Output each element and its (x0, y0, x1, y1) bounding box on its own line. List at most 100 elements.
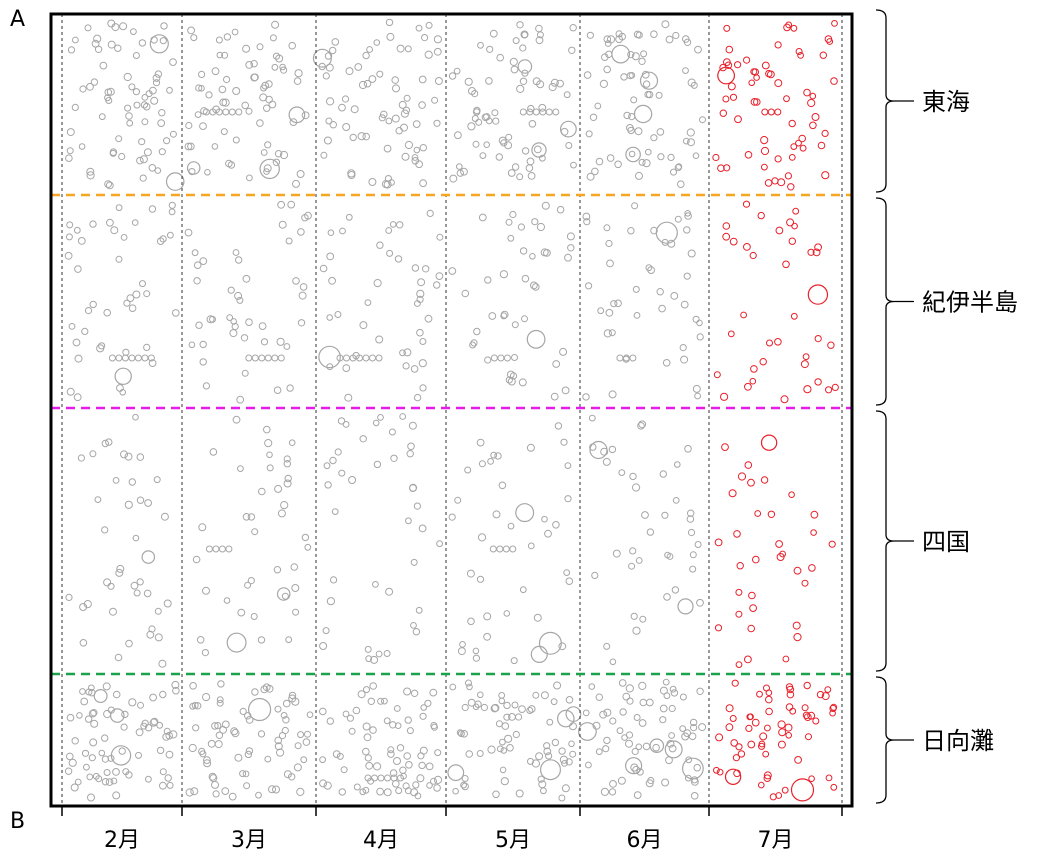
highlight-event-marker (722, 222, 731, 230)
event-marker (472, 140, 480, 148)
event-marker (343, 354, 350, 362)
event-marker (288, 773, 296, 781)
event-marker (167, 231, 174, 239)
event-marker (244, 581, 252, 589)
event-marker (535, 24, 543, 33)
highlight-event-marker (747, 624, 756, 633)
event-marker (114, 653, 123, 662)
event-marker (515, 503, 535, 523)
highlight-event-marker (719, 109, 727, 117)
event-marker (610, 300, 618, 308)
highlight-event-marker (807, 248, 815, 256)
event-marker (645, 148, 652, 156)
event-marker (641, 70, 650, 79)
event-marker (456, 169, 464, 177)
event-marker (691, 776, 699, 784)
event-marker (67, 46, 76, 54)
event-marker (416, 774, 425, 783)
event-marker (169, 130, 177, 138)
event-marker (662, 359, 671, 367)
event-marker (169, 730, 178, 739)
event-marker (465, 679, 472, 687)
event-marker (541, 201, 550, 210)
event-marker (322, 627, 330, 635)
highlight-event-marker (736, 562, 744, 570)
event-marker (448, 72, 457, 80)
event-marker (603, 329, 612, 338)
event-marker (486, 45, 494, 53)
event-marker (101, 439, 110, 448)
highlight-event-marker (795, 139, 802, 147)
event-marker (649, 738, 665, 753)
event-marker (618, 679, 627, 687)
event-marker (487, 458, 495, 465)
highlight-event-marker (737, 472, 747, 481)
event-marker (635, 171, 643, 180)
event-marker (496, 545, 504, 553)
event-marker (692, 152, 700, 159)
highlight-event-marker (811, 113, 820, 121)
event-marker (692, 384, 701, 393)
event-marker (223, 597, 231, 604)
event-marker (159, 781, 167, 790)
event-marker (168, 208, 176, 216)
highlight-event-marker (744, 655, 752, 664)
highlight-event-marker (715, 733, 724, 742)
event-marker (433, 35, 442, 44)
month-ticks (61, 806, 843, 816)
event-marker (568, 46, 576, 54)
event-marker (625, 146, 641, 163)
event-marker (294, 69, 303, 78)
event-marker (543, 747, 552, 756)
event-marker (628, 562, 636, 570)
event-marker (93, 34, 102, 43)
event-marker (689, 565, 697, 573)
event-marker (490, 354, 498, 362)
event-marker (218, 545, 226, 553)
event-marker (245, 318, 253, 327)
event-marker (398, 100, 407, 109)
event-marker (272, 785, 280, 794)
event-marker (185, 121, 193, 130)
event-marker (191, 249, 199, 257)
highlight-event-marker (812, 717, 820, 725)
event-marker (565, 758, 573, 766)
event-marker (342, 123, 351, 131)
event-marker (635, 743, 643, 751)
event-marker (363, 79, 372, 88)
event-marker (500, 139, 508, 147)
event-marker (554, 422, 563, 430)
event-marker (656, 128, 665, 136)
event-marker (680, 355, 689, 364)
highlight-event-marker (734, 115, 742, 124)
event-marker (659, 686, 668, 695)
event-marker (138, 39, 147, 47)
event-marker (409, 483, 418, 492)
highlight-event-marker (828, 540, 836, 548)
event-marker (475, 118, 483, 126)
event-marker (283, 460, 291, 468)
event-marker (215, 36, 223, 44)
event-marker (497, 354, 505, 362)
event-marker (502, 545, 510, 553)
highlight-event-marker (777, 720, 786, 729)
plot-frame (49, 12, 854, 808)
event-marker (154, 167, 162, 174)
event-marker (564, 495, 572, 503)
event-marker (150, 96, 159, 105)
event-marker (163, 727, 171, 735)
highlight-event-marker (779, 550, 786, 558)
event-marker (477, 691, 484, 699)
event-marker (500, 312, 508, 320)
highlight-event-marker (780, 395, 789, 404)
event-marker (357, 690, 366, 699)
highlight-event-marker (812, 248, 821, 257)
event-marker (500, 747, 508, 754)
event-marker (239, 770, 247, 778)
event-marker (470, 339, 478, 347)
event-marker (265, 80, 273, 88)
event-marker (114, 367, 132, 385)
event-marker (163, 137, 171, 145)
event-marker (199, 257, 208, 266)
event-marker (237, 608, 246, 617)
